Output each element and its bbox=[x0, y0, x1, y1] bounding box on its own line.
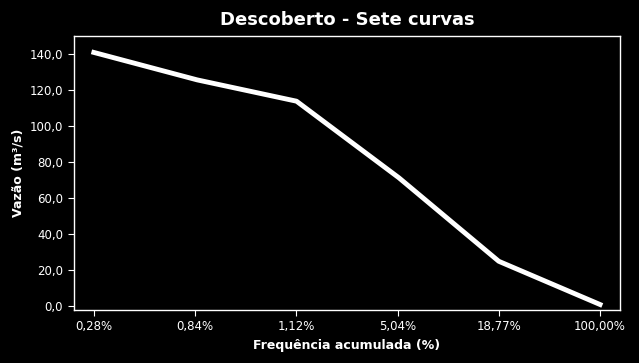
X-axis label: Frequência acumulada (%): Frequência acumulada (%) bbox=[254, 339, 440, 352]
Y-axis label: Vazão (m³/s): Vazão (m³/s) bbox=[11, 129, 24, 217]
Title: Descoberto - Sete curvas: Descoberto - Sete curvas bbox=[220, 11, 474, 29]
